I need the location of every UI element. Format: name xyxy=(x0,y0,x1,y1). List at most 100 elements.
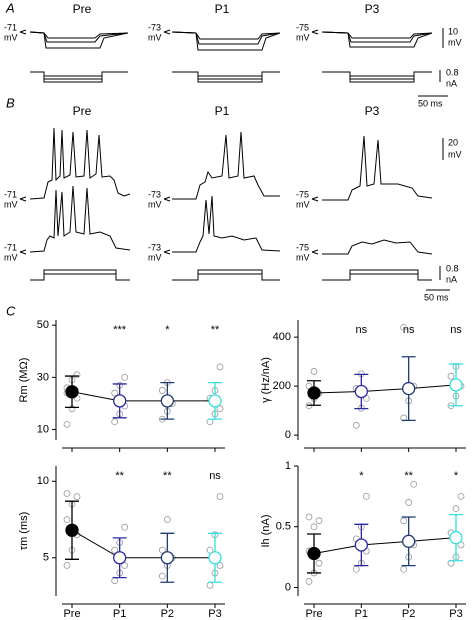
y-tick-label: 10 xyxy=(37,423,49,435)
panel-label: B xyxy=(6,95,15,110)
data-point xyxy=(158,546,166,554)
trace-title: P3 xyxy=(365,2,380,16)
y-tick-label: 10 xyxy=(37,475,49,487)
mean-marker xyxy=(160,551,174,565)
baseline-value: -75 xyxy=(296,242,309,252)
baseline-unit: mV xyxy=(4,32,18,42)
mean-marker xyxy=(65,523,79,537)
data-point xyxy=(73,493,81,500)
mean-marker xyxy=(402,534,416,548)
data-point xyxy=(111,418,119,426)
data-point xyxy=(352,565,360,573)
data-point xyxy=(63,562,71,569)
data-point xyxy=(206,581,214,589)
data-point xyxy=(111,389,119,397)
baseline-unit: mV xyxy=(296,199,310,209)
data-point xyxy=(158,572,166,580)
mean-marker xyxy=(113,394,127,408)
data-point xyxy=(163,516,171,523)
data-point xyxy=(362,492,370,500)
mean-marker xyxy=(65,385,79,399)
data-point xyxy=(315,517,323,525)
data-point xyxy=(400,565,408,573)
x-tick-label: P3 xyxy=(208,608,221,620)
baseline-value: -73 xyxy=(148,242,161,252)
significance: ns xyxy=(209,470,221,482)
y-tick-label: 0.5 xyxy=(276,521,291,533)
trace-title: P3 xyxy=(365,104,380,118)
data-point xyxy=(111,546,119,554)
panel-label: A xyxy=(5,0,15,15)
y-tick-label: 0 xyxy=(285,429,291,441)
scale-value: 0.8 xyxy=(446,263,459,273)
y-tick-label: 1 xyxy=(285,460,291,472)
x-tick-label: Pre xyxy=(63,608,80,620)
trace-title: P1 xyxy=(215,104,230,118)
data-point xyxy=(410,480,418,488)
y-tick-label: 400 xyxy=(273,331,291,343)
data-point xyxy=(73,371,81,379)
data-point xyxy=(447,372,455,380)
baseline-unit: mV xyxy=(148,32,162,42)
mean-marker xyxy=(307,386,321,400)
mean-marker xyxy=(160,394,174,408)
scale-value: 0.8 xyxy=(446,67,459,77)
scale-time: 50 ms xyxy=(424,292,449,302)
data-point xyxy=(63,490,71,497)
mean-line xyxy=(71,529,215,559)
scale-time: 50 ms xyxy=(418,98,443,108)
voltage-traces-b xyxy=(19,127,450,291)
baseline-unit: mV xyxy=(296,252,310,262)
data-point xyxy=(121,562,129,569)
baseline-value: -71 xyxy=(4,22,17,32)
data-point xyxy=(315,559,323,567)
trace-title: Pre xyxy=(73,2,92,16)
data-point xyxy=(206,546,214,554)
mean-marker xyxy=(307,546,321,561)
data-point xyxy=(310,368,318,375)
significance: *** xyxy=(113,324,127,336)
mean-marker xyxy=(208,551,222,565)
baseline-value: -71 xyxy=(4,189,17,199)
x-tick-label: P2 xyxy=(402,608,415,620)
mean-marker xyxy=(208,394,222,408)
data-point xyxy=(63,516,71,523)
data-point xyxy=(305,513,313,521)
data-point xyxy=(111,577,119,585)
trace-title: Pre xyxy=(73,104,92,118)
x-tick-label: Pre xyxy=(305,608,322,620)
scale-unit: mV xyxy=(448,149,462,159)
x-tick-label: P3 xyxy=(449,608,462,620)
x-tick-label: P1 xyxy=(113,608,126,620)
baseline-unit: mV xyxy=(4,252,18,262)
x-tick-label: P2 xyxy=(161,608,174,620)
baseline-value: -73 xyxy=(148,189,161,199)
significance: ** xyxy=(163,470,172,482)
y-axis-label: Rm (MΩ) xyxy=(18,358,30,403)
data-point xyxy=(452,505,460,512)
data-point xyxy=(352,421,360,429)
y-axis-label: τm (ms) xyxy=(18,512,30,551)
data-point xyxy=(216,363,224,371)
y-axis-label: Ih (nA) xyxy=(260,514,272,547)
data-point xyxy=(216,493,224,500)
y-tick-label: 5 xyxy=(43,552,49,564)
mean-line xyxy=(313,537,457,554)
data-point xyxy=(158,387,166,394)
data-point xyxy=(457,492,465,500)
data-point xyxy=(310,523,318,531)
significance: ns xyxy=(356,324,368,336)
significance: ns xyxy=(450,324,462,336)
mean-marker xyxy=(402,381,416,396)
y-axis-label: γ (Hz/nA) xyxy=(260,357,272,403)
baseline-value: -71 xyxy=(4,242,17,252)
mean-marker xyxy=(354,384,368,399)
baseline-value: -75 xyxy=(296,189,309,199)
data-point xyxy=(63,420,71,428)
y-tick-label: 0 xyxy=(285,581,291,593)
y-tick-label: 200 xyxy=(273,380,291,392)
significance: * xyxy=(454,470,459,482)
voltage-traces-a xyxy=(19,28,448,97)
significance: ** xyxy=(115,470,124,482)
